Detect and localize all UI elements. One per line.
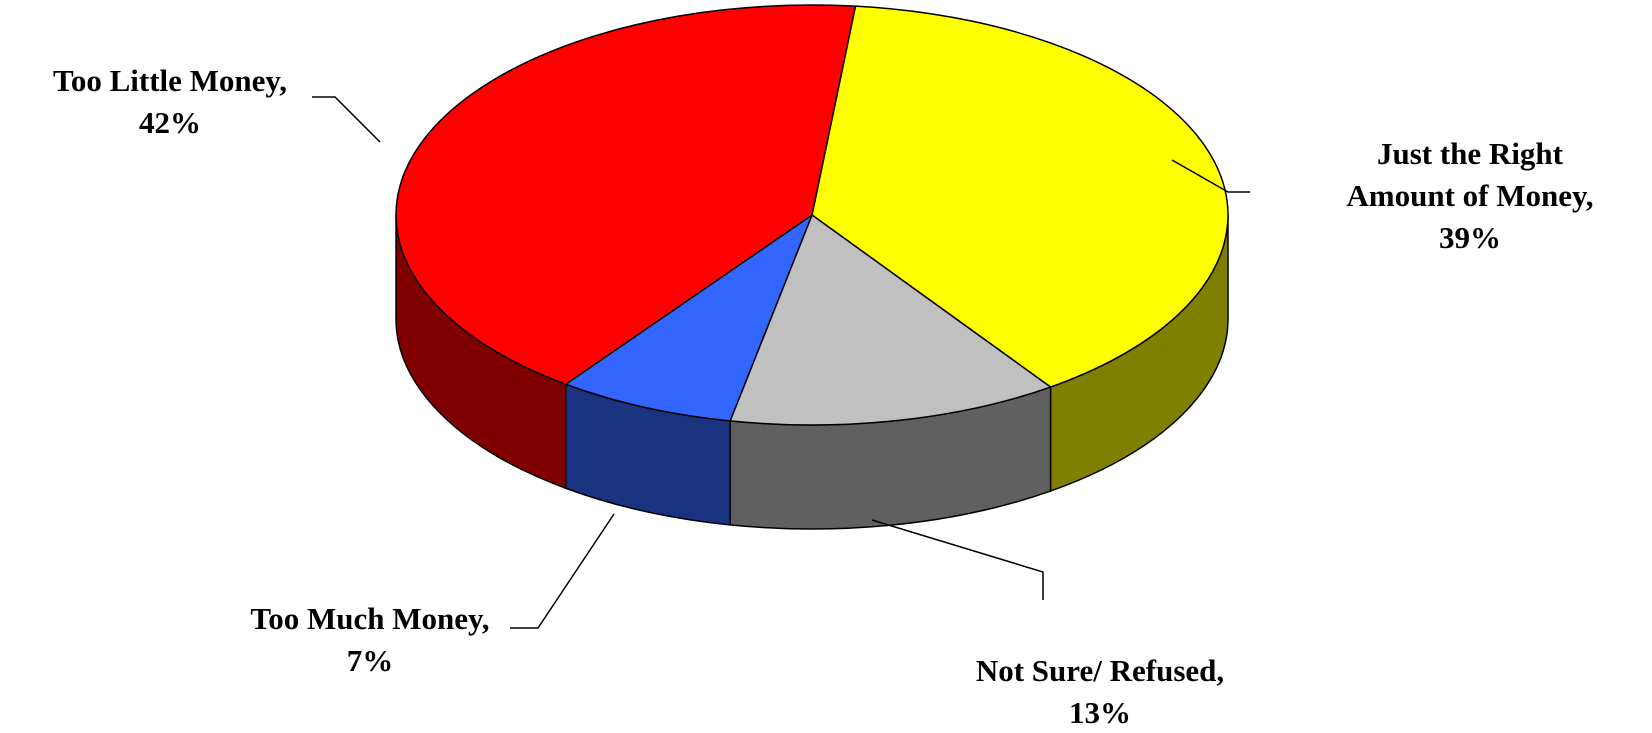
leader-right-amount [1171, 159, 1250, 193]
leader-too-little [312, 96, 381, 143]
pie-slice-2 [564, 214, 813, 422]
pie-slice-3 [395, 4, 857, 385]
label-too-little-money: Too Little Money, 42% [53, 63, 287, 140]
pie-slice-0 [811, 5, 1229, 388]
label-just-the-right-amount: Just the Right Amount of Money, 39% [1346, 136, 1594, 255]
label-too-much-money: Too Much Money, 7% [250, 601, 490, 678]
leader-not-sure [871, 519, 1044, 600]
label-not-sure-refused: Not Sure/ Refused, 13% [975, 653, 1225, 730]
leader-too-much [510, 513, 615, 629]
pie-slice-1 [729, 214, 1052, 426]
